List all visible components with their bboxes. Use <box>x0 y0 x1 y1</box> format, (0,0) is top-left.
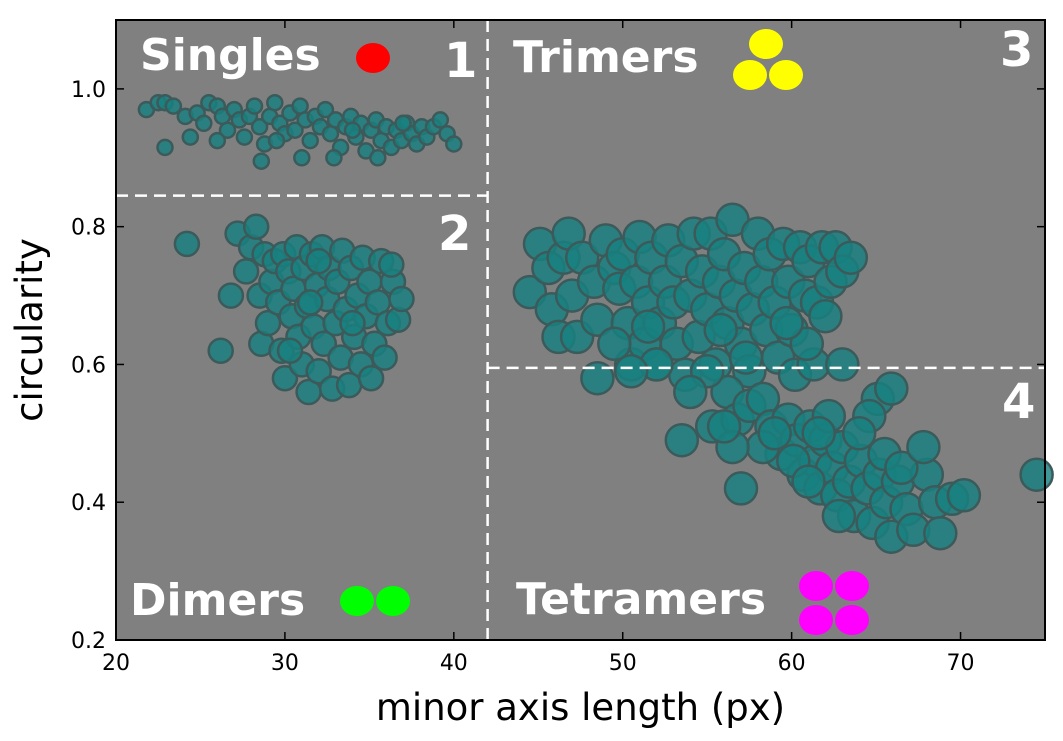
data-point-dimers <box>339 309 366 337</box>
data-point-singles <box>208 131 227 150</box>
data-point-multimers <box>906 429 941 465</box>
data-point-multimers <box>728 340 764 375</box>
data-point-dimers <box>305 247 332 275</box>
x-tick-label: 20 <box>102 651 130 676</box>
data-point-dimers <box>173 230 201 258</box>
data-point-multimers <box>791 464 826 499</box>
data-point-dimers <box>296 289 324 316</box>
region-number-3: 3 <box>1000 22 1033 78</box>
data-point-multimers <box>923 515 958 551</box>
data-point-multimers <box>597 326 632 362</box>
data-point-multimers <box>821 498 857 534</box>
data-point-dimers <box>388 285 415 313</box>
points-layer <box>137 93 1054 554</box>
region-name-trimers: Trimers <box>513 32 699 83</box>
data-point-singles <box>325 149 343 167</box>
data-point-multimers <box>664 422 700 458</box>
x-axis-title: minor axis length (px) <box>376 686 785 729</box>
region-number-1: 1 <box>444 33 477 89</box>
region-name-tetramers: Tetramers <box>516 574 766 625</box>
region-number-4: 4 <box>1002 374 1035 430</box>
data-point-multimers <box>874 371 909 406</box>
region-layer: Singles Dimers Trimers Tetramers 1 2 3 4 <box>130 22 1035 635</box>
data-point-singles <box>267 131 286 150</box>
data-point-multimers <box>769 305 804 341</box>
data-point-multimers <box>613 354 649 389</box>
data-point-dimers <box>371 344 398 371</box>
data-point-multimers <box>825 347 860 382</box>
divider-layer <box>116 20 1045 640</box>
y-tick-label: 1.0 <box>71 78 106 103</box>
data-point-singles <box>369 149 387 167</box>
data-point-dimers <box>378 251 405 278</box>
single-red-circle-icon <box>356 43 390 73</box>
data-point-singles <box>245 97 264 115</box>
data-point-dimers <box>276 337 304 364</box>
data-point-multimers <box>946 478 982 513</box>
data-point-dimers <box>310 330 338 358</box>
data-point-dimers <box>357 364 385 392</box>
data-point-multimers <box>1019 457 1054 492</box>
three-yellow-circles-icon <box>733 29 803 90</box>
data-point-singles <box>195 114 213 133</box>
data-point-multimers <box>841 416 877 451</box>
x-tick-label: 30 <box>271 651 299 676</box>
data-point-singles <box>181 128 200 146</box>
axes: 20 30 40 50 60 70 0.2 0.4 0.6 0.8 1.0 <box>71 19 1046 676</box>
y-axis-title: circularity <box>8 238 51 422</box>
data-point-singles <box>301 131 319 150</box>
data-point-singles <box>445 135 463 153</box>
data-point-dimers <box>271 364 299 392</box>
data-point-dimers <box>207 337 234 364</box>
data-point-multimers <box>673 374 708 410</box>
data-point-dimers <box>254 309 282 337</box>
data-point-multimers <box>808 298 843 334</box>
data-point-multimers <box>703 312 738 348</box>
data-point-singles <box>235 128 254 146</box>
data-point-singles <box>250 118 269 136</box>
data-point-dimers <box>232 258 260 285</box>
data-point-singles <box>286 121 304 139</box>
data-point-multimers <box>706 409 742 444</box>
data-point-singles <box>218 121 237 139</box>
data-point-dimers <box>242 213 270 240</box>
x-tick-label: 40 <box>440 651 468 676</box>
data-point-singles <box>293 149 311 167</box>
y-tick-label: 0.8 <box>71 216 106 241</box>
data-point-singles <box>156 138 174 157</box>
data-point-singles <box>343 121 362 139</box>
plot-frame <box>115 19 1046 641</box>
data-point-multimers <box>884 450 919 486</box>
data-point-dimers <box>305 358 332 385</box>
y-tick-label: 0.2 <box>71 629 106 654</box>
data-point-singles <box>316 100 335 119</box>
data-point-singles <box>431 111 450 129</box>
x-tick-label: 70 <box>947 651 975 676</box>
y-tick-label: 0.4 <box>71 491 106 516</box>
four-magenta-circles-icon <box>799 571 869 635</box>
data-point-singles <box>266 93 284 112</box>
two-green-circles-icon <box>340 586 410 616</box>
y-tick-label: 0.6 <box>71 353 106 378</box>
data-point-multimers <box>833 240 869 275</box>
data-point-multimers <box>580 360 615 396</box>
x-tick-label: 60 <box>778 651 806 676</box>
region-number-2: 2 <box>438 206 471 262</box>
data-point-singles <box>394 114 412 133</box>
x-tick-label: 50 <box>609 651 637 676</box>
data-point-singles <box>252 152 271 170</box>
data-point-multimers <box>630 309 666 344</box>
region-name-dimers: Dimers <box>130 575 305 626</box>
region-name-singles: Singles <box>140 30 321 81</box>
data-point-multimers <box>757 416 792 451</box>
data-point-multimers <box>801 416 836 451</box>
data-point-multimers <box>789 326 825 362</box>
data-point-multimers <box>723 471 759 506</box>
data-point-dimers <box>217 282 245 309</box>
data-point-singles <box>164 97 183 115</box>
